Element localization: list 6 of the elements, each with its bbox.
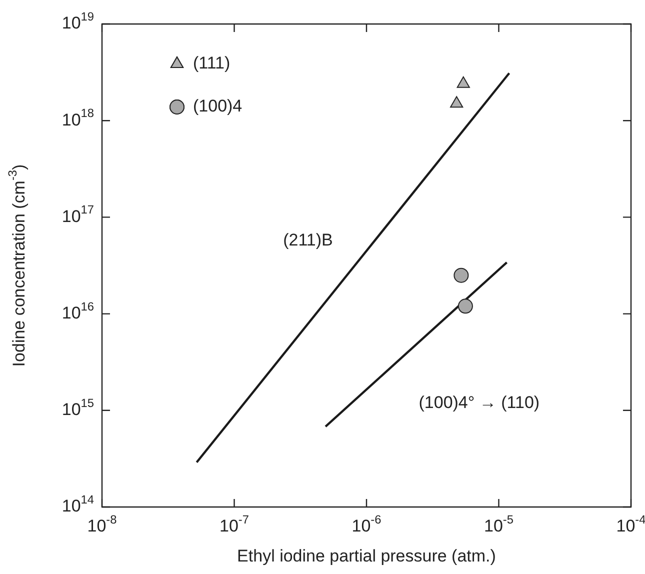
legend-label: (111) [193,54,230,73]
legend-label: (100)4 [193,96,242,116]
annotation: (100)4° → (110) [418,393,540,412]
y-axis-title: Iodine concentration (cm-3) [5,164,29,367]
annotation: (211)B [283,230,333,250]
x-axis-title: Ethyl iodine partial pressure (atm.) [237,546,496,566]
